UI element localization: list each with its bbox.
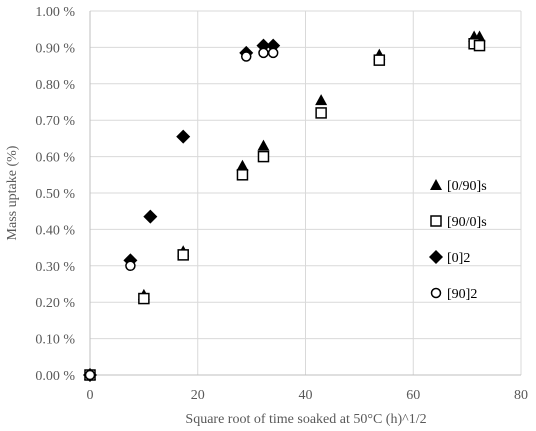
series-diamond [83,38,281,382]
legend-entry: [0]2 [429,250,470,266]
legend-marker-square-open [430,215,442,227]
y-axis-label: Mass uptake (%) [5,145,20,240]
legend-label: [90/0]s [447,215,487,230]
legend-marker-diamond [429,250,443,264]
grid-lines [90,10,522,375]
x-tick-label: 0 [87,388,94,403]
tick-labels: 0.00 % 0.10 % 0.20 % 0.30 % 0.40 % 0.50 % 0.60… [35,5,528,403]
legend-label: [0/90]s [447,179,487,194]
point-square-open [177,249,189,261]
point-diamond [143,209,158,224]
point-diamond [176,129,191,144]
legend-label: [90]2 [447,287,477,302]
y-tick-label: 0.70 % [35,114,75,129]
x-tick-label: 40 [299,388,313,403]
point-square-open [257,150,270,163]
point-circle-open [267,47,279,59]
point-square-open [473,39,486,52]
y-tick-label: 0.60 % [35,151,75,166]
y-tick-label: 0.80 % [35,78,75,93]
x-axis-label: Square root of time soaked at 50°C (h)^1… [185,412,426,427]
legend-label: [0]2 [447,251,470,266]
point-triangle [257,139,270,151]
point-square-open [138,292,150,305]
point-triangle [236,159,249,171]
x-tick-label: 60 [406,388,420,403]
y-tick-label: 0.40 % [35,223,75,238]
point-circle-open [125,260,136,272]
y-tick-label: 0.20 % [35,296,75,311]
y-tick-label: 0.50 % [35,187,75,202]
legend: [0/90]s [90/0]s [0]2 [90]2 [429,179,487,302]
point-circle-open [240,51,252,62]
series-circle-open [84,47,279,381]
point-square-open [236,169,249,181]
series-triangle [84,30,486,380]
point-circle-open [84,369,96,381]
y-tick-label: 0.10 % [35,333,75,348]
data-points [83,30,486,382]
legend-marker-circle-open [430,287,442,299]
series-square-open [84,38,486,381]
y-tick-label: 0.00 % [35,369,75,384]
legend-marker-triangle [430,179,442,190]
point-circle-open [258,47,269,59]
legend-entry: [90]2 [430,287,477,302]
y-tick-label: 0.30 % [35,260,75,275]
y-tick-label: 1.00 % [35,5,75,20]
point-square-open [373,54,386,66]
axes [89,11,521,376]
legend-entry: [90/0]s [430,215,487,230]
x-tick-label: 80 [514,388,528,403]
point-square-open [315,107,327,119]
legend-entry: [0/90]s [430,179,487,194]
y-tick-label: 0.90 % [35,41,75,56]
point-triangle [315,94,328,106]
x-tick-label: 20 [191,388,205,403]
